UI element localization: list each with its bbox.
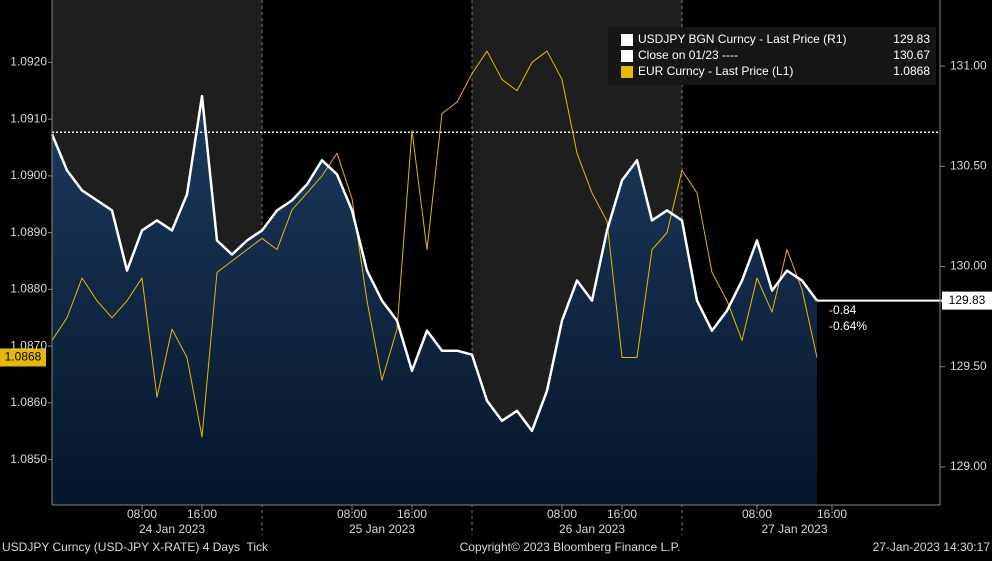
legend-swatch — [621, 50, 633, 62]
x-tick-label: 16:00 — [397, 507, 427, 521]
series-line — [51, 50, 818, 438]
change-annotation: -0.64% — [829, 319, 867, 333]
date-label: 25 Jan 2023 — [349, 522, 415, 536]
x-tick-label: 08:00 — [337, 507, 367, 521]
y2-tick-label: 131.00 — [950, 58, 987, 72]
y-tick-label: 1.0870 — [10, 338, 47, 352]
date-label: 26 Jan 2023 — [559, 522, 625, 536]
legend-label: USDJPY BGN Curncy - Last Price (R1) — [638, 32, 847, 46]
x-tick-label: 16:00 — [187, 507, 217, 521]
x-tick-label: 08:00 — [547, 507, 577, 521]
y2-tick-label: 130.50 — [950, 159, 987, 173]
legend-label: Close on 01/23 ---- — [638, 48, 738, 62]
y-tick-label: 1.0880 — [10, 282, 47, 296]
overlay: 129.83 -0.84 -0.64% 1.0868 USDJPY BGN Curncy… — [0, 27, 992, 367]
legend-value: 130.67 — [893, 48, 930, 62]
last-value-label: 129.83 — [949, 293, 986, 307]
legend-value: 1.0868 — [893, 64, 930, 78]
y-tick-label: 1.0890 — [10, 225, 47, 239]
y-tick-label: 1.0860 — [10, 395, 47, 409]
legend-swatch — [621, 66, 633, 78]
legend-swatch — [621, 34, 633, 46]
y-tick-label: 1.0910 — [10, 111, 47, 125]
x-tick-label: 16:00 — [817, 507, 847, 521]
area — [52, 96, 817, 505]
y-tick-label: 1.0850 — [10, 452, 47, 466]
legend-label: EUR Curncy - Last Price (L1) — [638, 64, 793, 78]
y-tick-label: 1.0900 — [10, 168, 47, 182]
y2-tick-label: 129.00 — [950, 459, 987, 473]
legend-box — [608, 27, 936, 85]
y2-tick-label: 129.50 — [950, 359, 987, 373]
change-annotation: -0.84 — [829, 303, 857, 317]
series-line — [50, 94, 819, 433]
x-tick-label: 08:00 — [127, 507, 157, 521]
last-value-label: 1.0868 — [5, 350, 42, 364]
date-label: 27 Jan 2023 — [761, 522, 827, 536]
date-label: 24 Jan 2023 — [139, 522, 205, 536]
legend-value: 129.83 — [893, 32, 930, 46]
y-tick-label: 1.0920 — [10, 55, 47, 69]
x-tick-label: 08:00 — [742, 507, 772, 521]
y2-tick-label: 130.00 — [950, 259, 987, 273]
footer-right: 27-Jan-2023 14:30:17 — [873, 540, 991, 554]
footer-center: Copyright© 2023 Bloomberg Finance L.P. — [460, 540, 681, 554]
x-tick-label: 16:00 — [607, 507, 637, 521]
last-value-box — [942, 291, 992, 310]
last-value-box — [0, 348, 46, 367]
footer-left: USDJPY Curncy (USD-JPY X-RATE) 4 Days Ti… — [2, 540, 269, 554]
plot — [50, 50, 940, 505]
